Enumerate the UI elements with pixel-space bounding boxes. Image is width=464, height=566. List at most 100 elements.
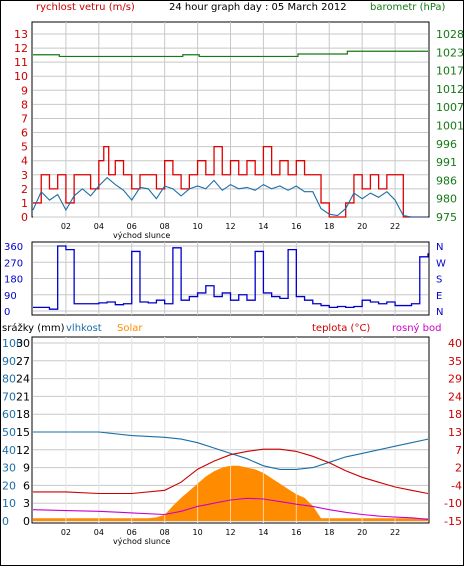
barometer-tick-label: 1001: [436, 120, 464, 133]
barometer-tick-label: 996: [436, 138, 457, 151]
temperature-tick-label: -10: [444, 497, 462, 510]
barometer-tick-label: 1017: [436, 65, 464, 78]
x-tick-label: 02: [61, 222, 71, 231]
rain-tick-label: 10: [2, 497, 16, 510]
humidity-tick-label: 0: [23, 515, 30, 528]
humidity-tick-label: 3: [23, 497, 30, 510]
x-tick-label: 12: [225, 222, 235, 231]
wind-tick-label: 5: [21, 141, 28, 154]
humidity-tick-label: 6: [23, 479, 30, 492]
barometer-line: [33, 50, 428, 58]
x-tick-label: 12: [225, 528, 235, 537]
temperature-tick-label: 2: [455, 462, 462, 475]
humidity-tick-label: 24: [16, 373, 30, 386]
x-tick-label: 10: [192, 528, 202, 537]
wind-tick-label: 0: [21, 211, 28, 224]
wind-average-line: [32, 176, 428, 218]
dewpoint-line: [32, 497, 429, 520]
dewpoint-label: rosný bod: [392, 322, 441, 334]
x-tick-label: 20: [357, 222, 367, 231]
direction-tick-label: 270: [4, 258, 23, 269]
wind-tick-label: 6: [21, 127, 28, 140]
barometer-tick-label: 980: [436, 193, 457, 206]
x-tick-label: 06: [127, 222, 137, 231]
wind-tick-label: 1: [21, 197, 28, 210]
x-tick-label: 04: [94, 528, 104, 537]
solar-label: Solar: [117, 323, 143, 334]
x-tick-label: 18: [324, 222, 334, 231]
barometer-tick-label: 1012: [436, 83, 464, 96]
barometer-tick-label: 986: [436, 174, 457, 187]
wind-speed-line: [33, 145, 428, 218]
wind-tick-label: 7: [21, 112, 28, 125]
x-tick-label: 04: [94, 222, 104, 231]
humidity-tick-label: 30: [16, 337, 30, 350]
direction-panel-series: [33, 245, 429, 310]
compass-tick-label: W: [436, 258, 446, 269]
barometer-tick-label: 1023: [436, 46, 464, 59]
x-tick-label: 22: [390, 222, 400, 231]
x-tick-label: 10: [192, 222, 202, 231]
rain-tick-label: 40: [2, 444, 16, 457]
humidity-tick-label: 9: [23, 462, 30, 475]
x-tick-label: 14: [258, 528, 268, 537]
x-tick-label: 16: [291, 528, 301, 537]
temperature-tick-label: -15: [444, 515, 462, 528]
wind-tick-label: 13: [14, 28, 28, 41]
temperature-tick-label: 40: [448, 337, 462, 350]
rain-tick-label: 80: [2, 373, 16, 386]
wind-tick-label: 4: [21, 155, 28, 168]
wind-tick-label: 3: [21, 169, 28, 182]
wind-tick-label: 9: [21, 84, 28, 97]
wind-panel-series: [32, 50, 428, 218]
x-tick-label: 06: [127, 528, 137, 537]
wind-tick-label: 12: [14, 42, 28, 55]
wind-axis-label: rychlost vetru (m/s): [36, 2, 135, 13]
x-tick-label: 08: [160, 528, 170, 537]
compass-tick-label: E: [436, 291, 442, 302]
barometer-tick-label: 975: [436, 211, 457, 224]
wind-tick-label: 10: [14, 70, 28, 83]
wind-direction-line: [33, 245, 429, 310]
compass-tick-label: N: [436, 307, 443, 318]
rain-tick-label: 50: [2, 426, 16, 439]
sunrise-note-3: východ slunce: [113, 537, 170, 546]
humidity-tick-label: 27: [16, 355, 30, 368]
x-tick-label: 18: [324, 528, 334, 537]
temperature-tick-label: 29: [448, 373, 462, 386]
sunrise-note-1: východ slunce: [113, 231, 170, 240]
humidity-tick-label: 21: [16, 390, 30, 403]
temperature-panel-tick-labels: 0102030405060708090100036912151821242730…: [2, 337, 462, 537]
barometer-tick-label: 1028: [436, 28, 464, 41]
rain-label: srážky (mm): [2, 322, 65, 334]
x-tick-label: 14: [258, 222, 268, 231]
direction-tick-label: 90: [4, 291, 17, 302]
x-tick-label: 16: [291, 222, 301, 231]
rain-tick-label: 70: [2, 390, 16, 403]
x-tick-label: 02: [61, 528, 71, 537]
temperature-tick-label: 7: [455, 444, 462, 457]
wind-tick-label: 8: [21, 98, 28, 111]
temperature-panel-series: [32, 337, 429, 523]
wind-tick-label: 2: [21, 183, 28, 196]
humidity-tick-label: 12: [16, 444, 30, 457]
humidity-tick-label: 18: [16, 408, 30, 421]
temperature-tick-label: 18: [448, 408, 462, 421]
rain-tick-label: 90: [2, 355, 16, 368]
compass-tick-label: S: [436, 275, 442, 286]
rain-tick-label: 60: [2, 408, 16, 421]
direction-tick-label: 180: [4, 275, 23, 286]
temperature-tick-label: 13: [448, 426, 462, 439]
compass-tick-label: N: [436, 242, 443, 253]
humidity-line: [33, 431, 429, 470]
humidity-label: vlhkost: [66, 323, 102, 334]
wind-panel-tick-labels: 0123456789101112139759809869919961001100…: [14, 28, 464, 231]
rain-tick-label: 100: [2, 337, 23, 350]
x-tick-label: 20: [357, 528, 367, 537]
barometer-axis-label: barometr (hPa): [370, 2, 446, 13]
temperature-line: [33, 448, 429, 495]
wind-tick-label: 11: [14, 56, 28, 69]
